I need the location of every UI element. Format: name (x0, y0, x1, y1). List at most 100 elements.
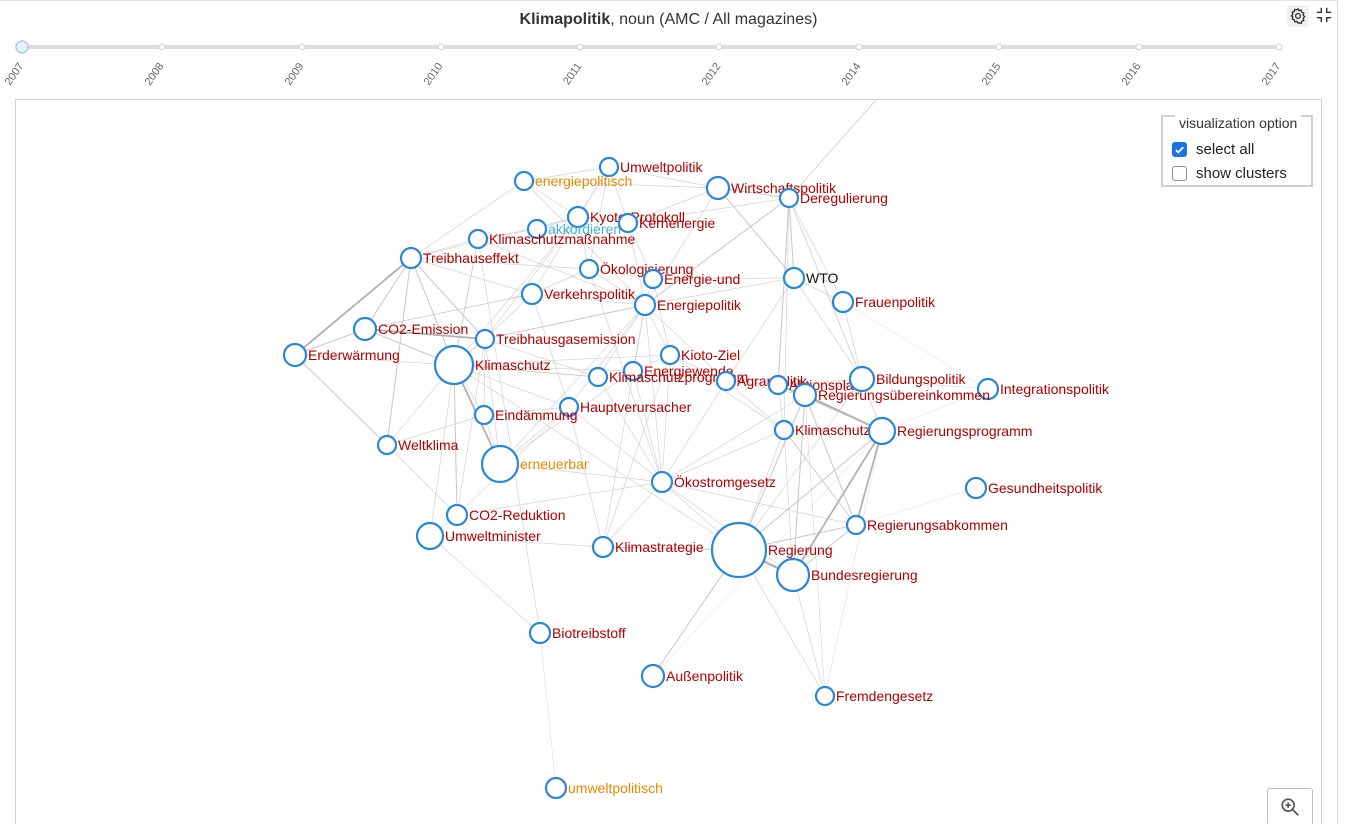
node-circle[interactable] (282, 342, 308, 368)
timeline-tick[interactable] (437, 43, 445, 51)
node-circle[interactable] (867, 416, 897, 446)
graph-node[interactable]: Treibhauseffekt (399, 246, 519, 270)
graph-node[interactable]: Deregulierung (778, 187, 888, 209)
timeline-tick[interactable] (1135, 43, 1143, 51)
node-circle[interactable] (642, 268, 664, 290)
graph-node[interactable]: Kyoto-Protokoll (566, 205, 685, 229)
node-circle[interactable] (480, 444, 520, 484)
graph-node[interactable]: CO2-Emission (352, 316, 468, 342)
node-circle[interactable] (578, 258, 600, 280)
node-circle[interactable] (773, 419, 795, 441)
node-circle[interactable] (767, 374, 789, 396)
graph-node[interactable]: Erderwärmung (282, 342, 400, 368)
timeline-handle[interactable] (15, 40, 29, 54)
node-circle[interactable] (376, 434, 398, 456)
graph-node[interactable]: Ökologisierung (578, 258, 693, 280)
graph-node[interactable]: Hauptverursacher (558, 396, 692, 418)
node-circle[interactable] (814, 685, 836, 707)
node-circle[interactable] (633, 293, 657, 317)
node-circle[interactable] (467, 228, 489, 250)
node-circle[interactable] (520, 282, 544, 306)
graph-node[interactable]: Integrationspolitik (976, 377, 1110, 401)
graph-node[interactable]: Ökostromgesetz (650, 470, 776, 494)
graph-node[interactable]: Bundesregierung (775, 557, 918, 593)
timeline-tick[interactable] (576, 43, 584, 51)
node-circle[interactable] (445, 503, 469, 527)
node-circle[interactable] (775, 557, 811, 593)
node-circle[interactable] (622, 360, 644, 382)
timeline-tick[interactable] (298, 43, 306, 51)
graph-node[interactable]: erneuerbar (480, 444, 589, 484)
graph-node[interactable]: Energiewende (622, 360, 734, 382)
gear-icon[interactable] (1287, 5, 1309, 27)
graph-node[interactable]: Umweltpolitik (598, 156, 703, 178)
collapse-icon[interactable] (1313, 4, 1335, 26)
node-circle[interactable] (433, 344, 475, 386)
graph-node[interactable]: Eindämmung (473, 404, 578, 426)
node-circle[interactable] (964, 476, 988, 500)
node-circle[interactable] (513, 170, 535, 192)
node-circle[interactable] (710, 521, 768, 579)
node-circle[interactable] (528, 621, 552, 645)
graph-node[interactable]: Treibhausgasemission (474, 328, 636, 350)
node-circle[interactable] (650, 470, 674, 494)
node-circle[interactable] (526, 218, 548, 240)
node-circle[interactable] (831, 290, 855, 314)
node-circle[interactable] (399, 246, 423, 270)
node-circle[interactable] (566, 205, 590, 229)
select-all-checkbox[interactable]: select all (1172, 141, 1254, 158)
timeline-tick[interactable] (715, 43, 723, 51)
graph-node[interactable]: Klimaschutz (433, 344, 550, 386)
node-circle[interactable] (558, 396, 580, 418)
graph-node[interactable]: Weltklima (376, 434, 459, 456)
graph-node[interactable]: Klimaschutzmaßnahme (467, 228, 635, 250)
node-circle[interactable] (352, 316, 378, 342)
show-clusters-checkbox[interactable]: show clusters (1172, 165, 1287, 182)
graph-node[interactable]: Klimastrategie (591, 535, 704, 559)
graph-node[interactable]: Regierungsprogramm (867, 416, 1032, 446)
node-circle[interactable] (598, 156, 620, 178)
zoom-in-button[interactable] (1267, 788, 1313, 824)
graph-node[interactable]: Klimaschutzziel (773, 419, 891, 441)
node-circle[interactable] (659, 344, 681, 366)
graph-node[interactable]: Energie-und (642, 268, 740, 290)
node-circle[interactable] (591, 535, 615, 559)
graph-node[interactable]: CO2-Reduktion (445, 503, 566, 527)
timeline-tick[interactable] (1275, 43, 1283, 51)
graph-node[interactable]: Energiepolitik (633, 293, 742, 317)
node-circle[interactable] (474, 328, 496, 350)
graph-node[interactable]: Regierungsabkommen (845, 514, 1008, 536)
node-circle[interactable] (640, 663, 666, 689)
node-circle[interactable] (782, 266, 806, 290)
node-circle[interactable] (544, 776, 568, 800)
timeline-tick[interactable] (158, 43, 166, 51)
graph-node[interactable]: Außenpolitik (640, 663, 744, 689)
node-circle[interactable] (415, 521, 445, 551)
graph-panel[interactable]: Umweltpolitik energiepolitisch Wirtschafts… (15, 99, 1322, 824)
graph-node[interactable]: Fremdengesetz (814, 685, 933, 707)
graph-node[interactable]: Kioto-Ziel (659, 344, 740, 366)
graph-node[interactable]: Gesundheitspolitik (964, 476, 1103, 500)
node-circle[interactable] (473, 404, 495, 426)
graph-node[interactable]: umweltpolitisch (544, 776, 663, 800)
node-circle[interactable] (976, 377, 1000, 401)
graph-node[interactable]: Wirtschaftspolitik (705, 175, 837, 201)
node-circle[interactable] (778, 187, 800, 209)
graph-node[interactable]: Kernenergie (617, 212, 715, 234)
node-circle[interactable] (617, 212, 639, 234)
graph-node[interactable]: Frauenpolitik (831, 290, 936, 314)
graph-node[interactable]: Regierungsübereinkommen (792, 382, 990, 408)
graph-node[interactable]: Bildungspolitik (848, 365, 966, 393)
graph-node[interactable]: Klimaschutzprogramm (587, 366, 748, 388)
graph-node[interactable]: WTO (782, 266, 839, 290)
graph-node[interactable]: Umweltminister (415, 521, 541, 551)
node-circle[interactable] (705, 175, 731, 201)
graph-node[interactable]: Verkehrspolitik (520, 282, 636, 306)
graph-node[interactable]: akkordieren (526, 218, 621, 240)
node-circle[interactable] (587, 366, 609, 388)
timeline-tick[interactable] (995, 43, 1003, 51)
node-circle[interactable] (848, 365, 876, 393)
timeline-tick[interactable] (855, 43, 863, 51)
timeline-slider[interactable]: 2007 2008 2009 2010 2011 2012 2014 2015 2016 2017 (0, 30, 1337, 90)
